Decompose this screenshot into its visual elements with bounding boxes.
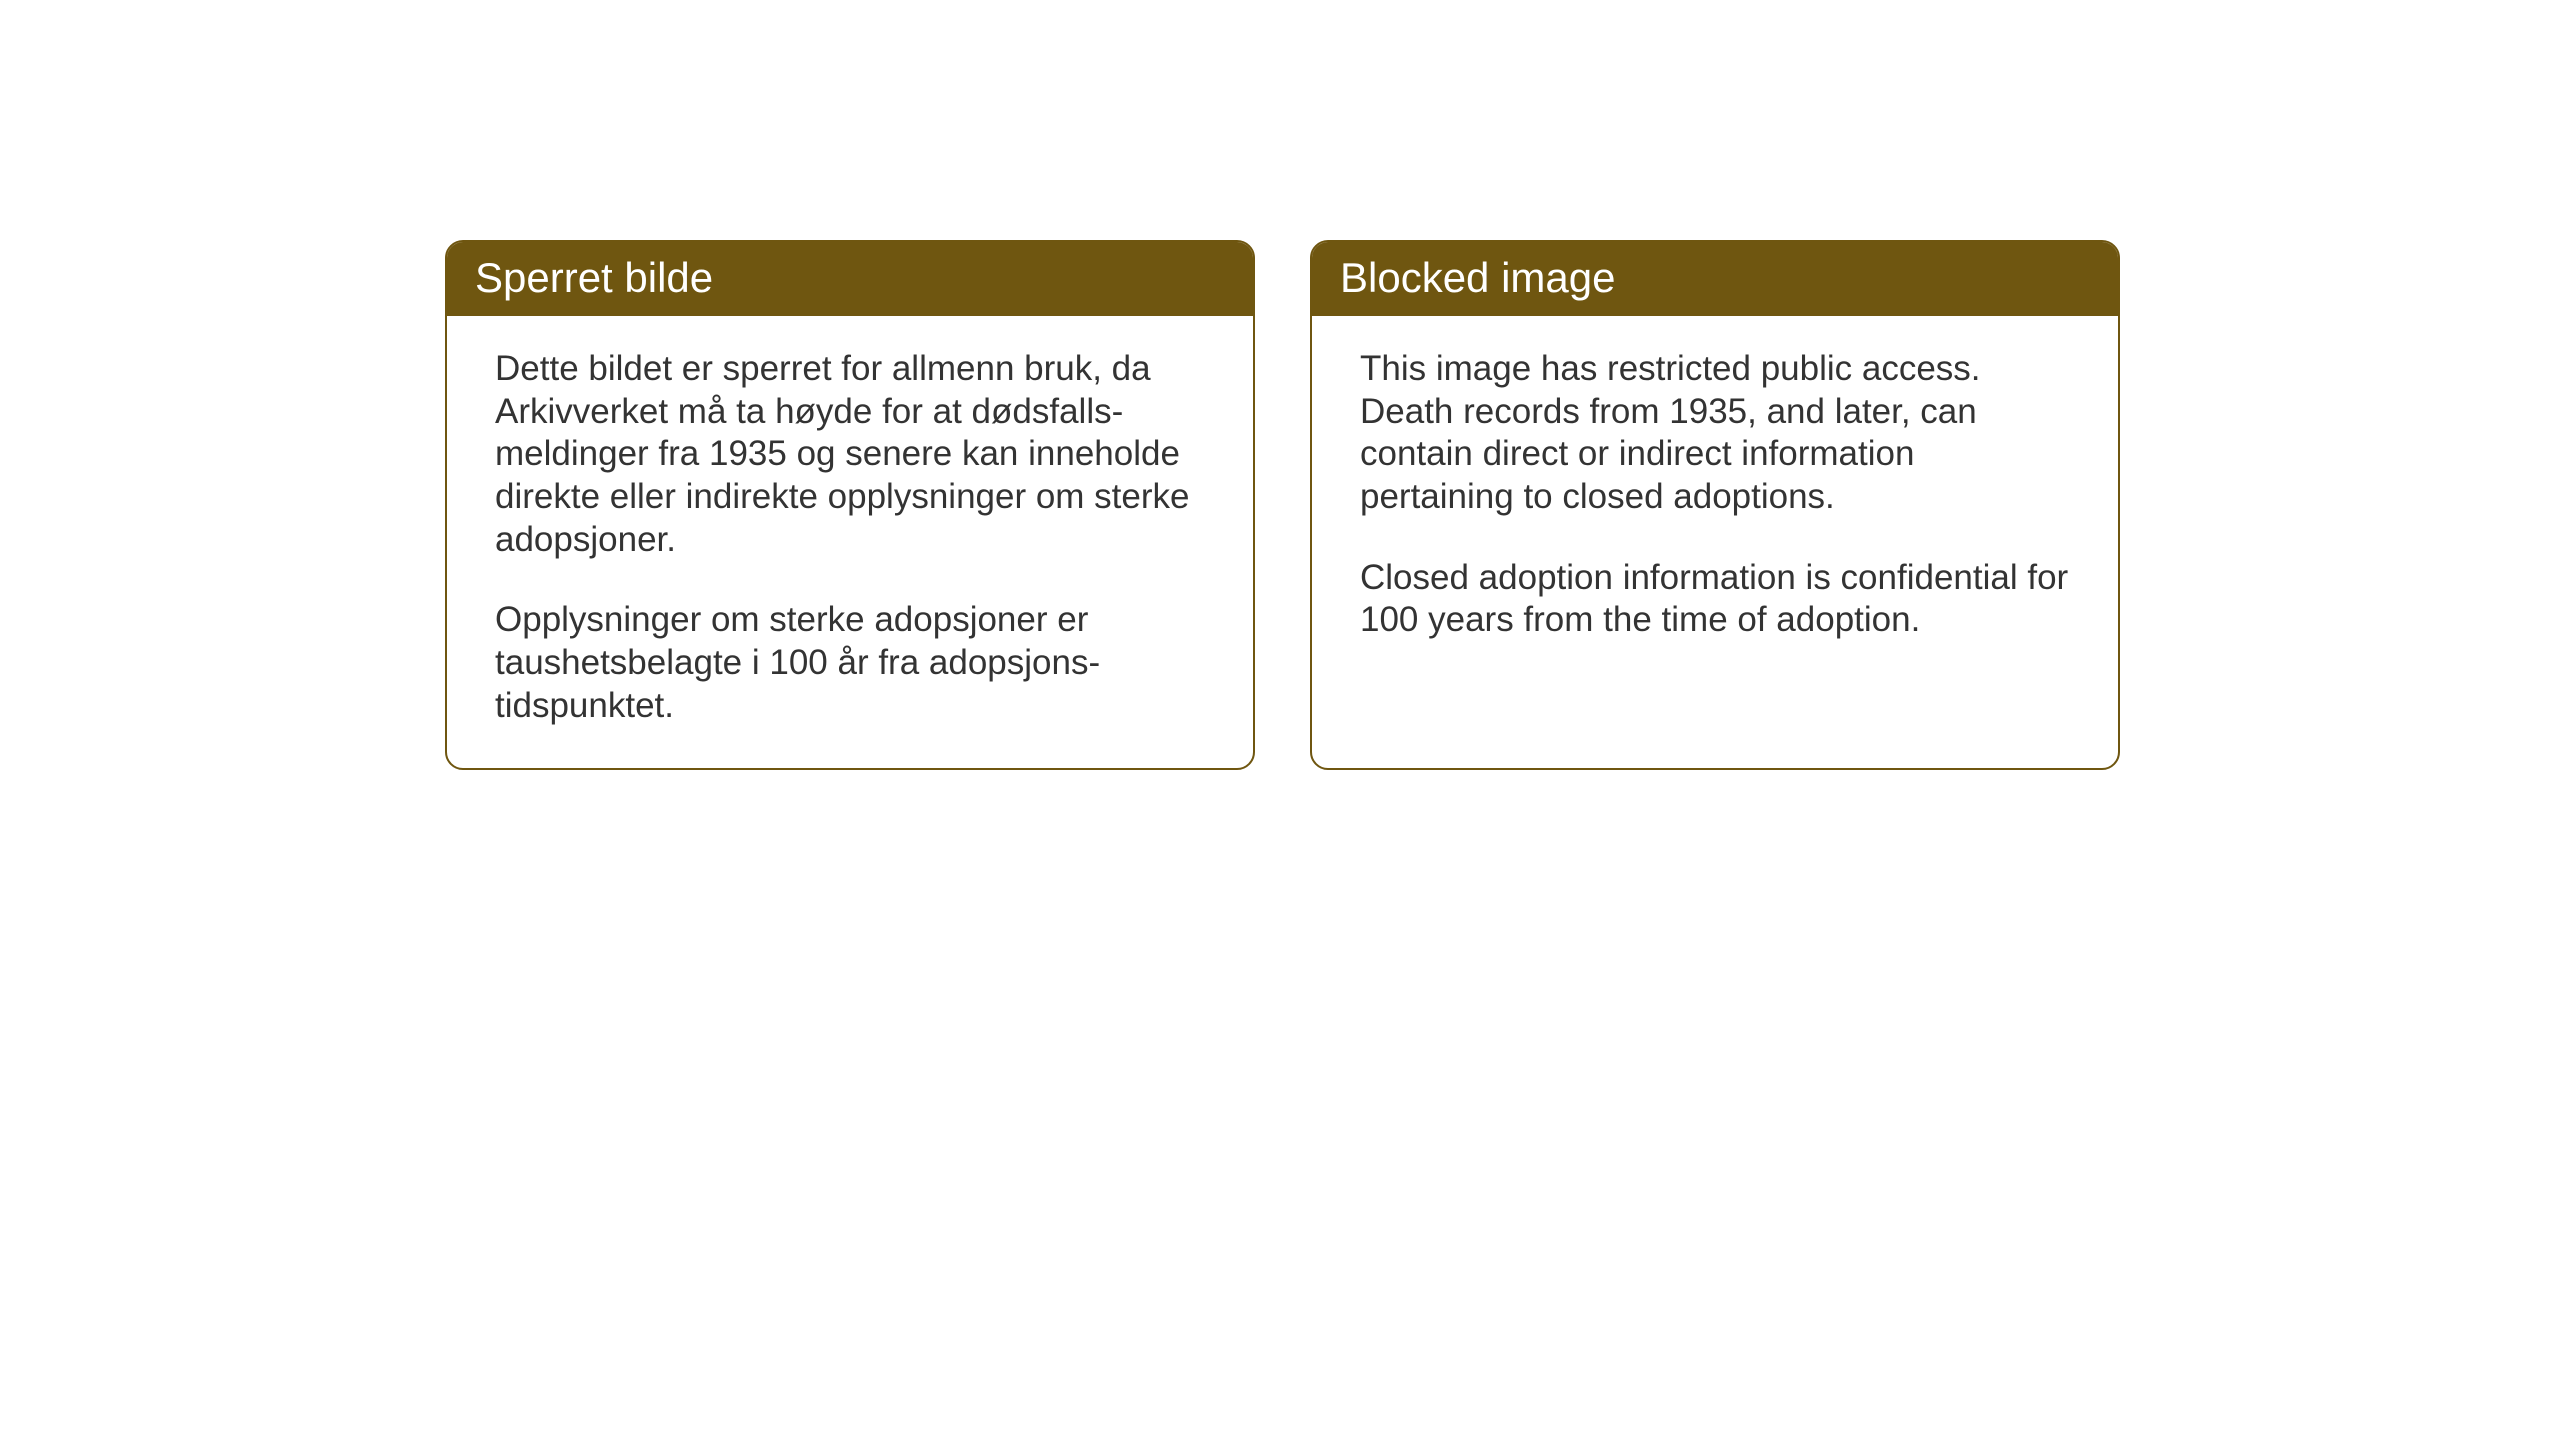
card-title-english: Blocked image (1340, 254, 1615, 301)
card-body-norwegian: Dette bildet er sperret for allmenn bruk… (447, 316, 1253, 768)
card-title-norwegian: Sperret bilde (475, 254, 713, 301)
card-header-english: Blocked image (1312, 242, 2118, 316)
card-header-norwegian: Sperret bilde (447, 242, 1253, 316)
card-body-english: This image has restricted public access.… (1312, 316, 2118, 682)
card-english: Blocked image This image has restricted … (1310, 240, 2120, 770)
card-paragraph-1-english: This image has restricted public access.… (1360, 348, 2070, 519)
card-paragraph-2-norwegian: Opplysninger om sterke adopsjoner er tau… (495, 599, 1205, 727)
cards-container: Sperret bilde Dette bildet er sperret fo… (445, 240, 2120, 770)
card-paragraph-1-norwegian: Dette bildet er sperret for allmenn bruk… (495, 348, 1205, 561)
card-norwegian: Sperret bilde Dette bildet er sperret fo… (445, 240, 1255, 770)
card-paragraph-2-english: Closed adoption information is confident… (1360, 557, 2070, 642)
